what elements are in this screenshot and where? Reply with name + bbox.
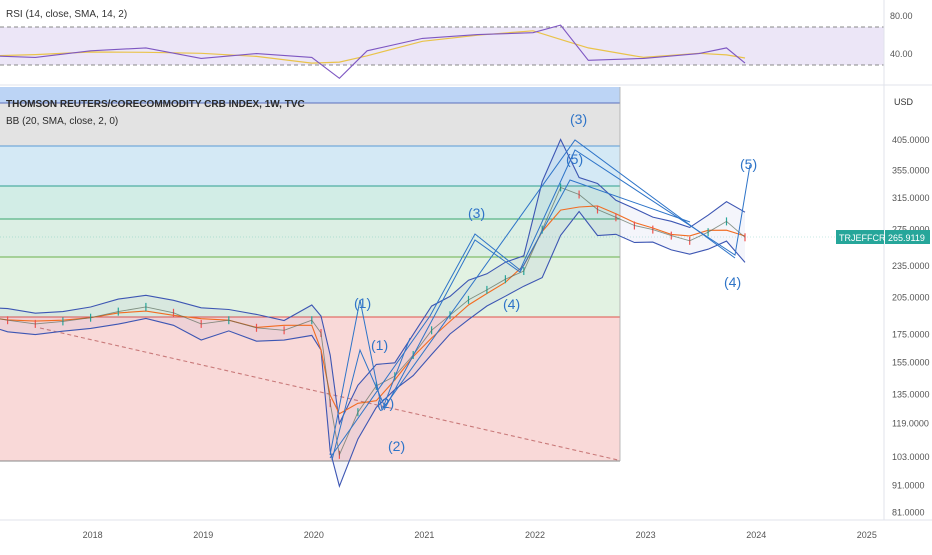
rsi-label: RSI (14, close, SMA, 14, 2): [6, 9, 127, 20]
wave-connector: [383, 179, 691, 411]
price-ticks: 405.0000 355.0000 315.0000 275.0000 235.0000…: [892, 135, 930, 518]
wave-label: (4): [724, 274, 741, 290]
rsi-ma-line: [0, 30, 746, 64]
rsi-band-fill: [0, 27, 884, 65]
price-tick: 275.0000: [892, 225, 930, 235]
rsi-line: [0, 24, 746, 80]
price-axis[interactable]: 80.00 40.00 USD 405.0000 355.0000 315.0000…: [0, 0, 930, 520]
wave-label: (1): [371, 337, 388, 353]
wave-label: (4): [503, 296, 520, 312]
price-line: [0, 186, 746, 457]
currency-label: USD: [894, 97, 914, 107]
bb-fill: [0, 139, 745, 487]
bb-lower-band: [0, 210, 746, 488]
time-label: 2019: [193, 530, 213, 540]
symbol-tag[interactable]: [836, 230, 884, 244]
indicator-label: BB (20, SMA, close, 2, 0): [6, 116, 118, 127]
last-price-tag[interactable]: [885, 230, 930, 244]
symbol-tag-label: TRJEFFCRB: [839, 233, 892, 243]
time-axis[interactable]: 2018 2019 2020 2021 2022 2023 2024 2025: [0, 519, 932, 540]
time-label: 2021: [414, 530, 434, 540]
fib-zone-red: [0, 317, 620, 461]
rsi-tick: 80.00: [890, 11, 913, 21]
wave-label: (5): [566, 151, 583, 167]
fib-zone-top: [0, 87, 620, 103]
wave-channel-upper: [329, 139, 736, 456]
wave-drawings[interactable]: [329, 139, 751, 461]
price-tick: 355.0000: [892, 166, 930, 176]
fib-zone-grey: [0, 103, 620, 146]
fib-zone-blue: [0, 146, 620, 186]
wave-label: (3): [468, 205, 485, 221]
price-layer: [0, 138, 746, 488]
wave-path-left: [331, 337, 411, 461]
wave-label: (5): [740, 156, 757, 172]
wave-label: (1): [354, 295, 371, 311]
time-label: 2022: [525, 530, 545, 540]
price-tick: 81.0000: [892, 508, 925, 518]
wave-channel-lower: [329, 149, 751, 459]
chart-title: THOMSON REUTERS/CORECOMMODITY CRB INDEX,…: [6, 99, 305, 110]
price-tick: 405.0000: [892, 135, 930, 145]
wave-label: (2): [388, 438, 405, 454]
price-tick: 135.0000: [892, 389, 930, 399]
fib-zone-teal: [0, 186, 620, 219]
fib-zone-teal2: [0, 219, 620, 257]
price-tick: 205.0000: [892, 293, 930, 303]
rsi-tick: 40.00: [890, 49, 913, 59]
time-label: 2025: [857, 530, 877, 540]
price-tick: 91.0000: [892, 481, 925, 491]
time-label: 2024: [746, 530, 766, 540]
last-price-label: 265.9119: [888, 233, 925, 243]
time-label: 2020: [304, 530, 324, 540]
wave-label: (2): [377, 395, 394, 411]
wave-labels: (1) (1) (2) (2) (3) (3) (4) (4) (5) (5): [354, 111, 757, 454]
price-tick: 315.0000: [892, 193, 930, 203]
rsi-panel: RSI (14, close, SMA, 14, 2): [0, 9, 884, 80]
price-tick: 235.0000: [892, 261, 930, 271]
price-tick: 103.0000: [892, 452, 930, 462]
wave-label: (3): [570, 111, 587, 127]
price-tick: 155.0000: [892, 357, 930, 367]
time-label: 2018: [83, 530, 103, 540]
time-label: 2023: [636, 530, 656, 540]
bb-basis: [0, 205, 746, 415]
price-tick: 119.0000: [892, 419, 929, 429]
price-tick: 175.0000: [892, 329, 930, 339]
fib-retracement[interactable]: [0, 87, 621, 462]
bb-upper-band: [0, 138, 746, 426]
